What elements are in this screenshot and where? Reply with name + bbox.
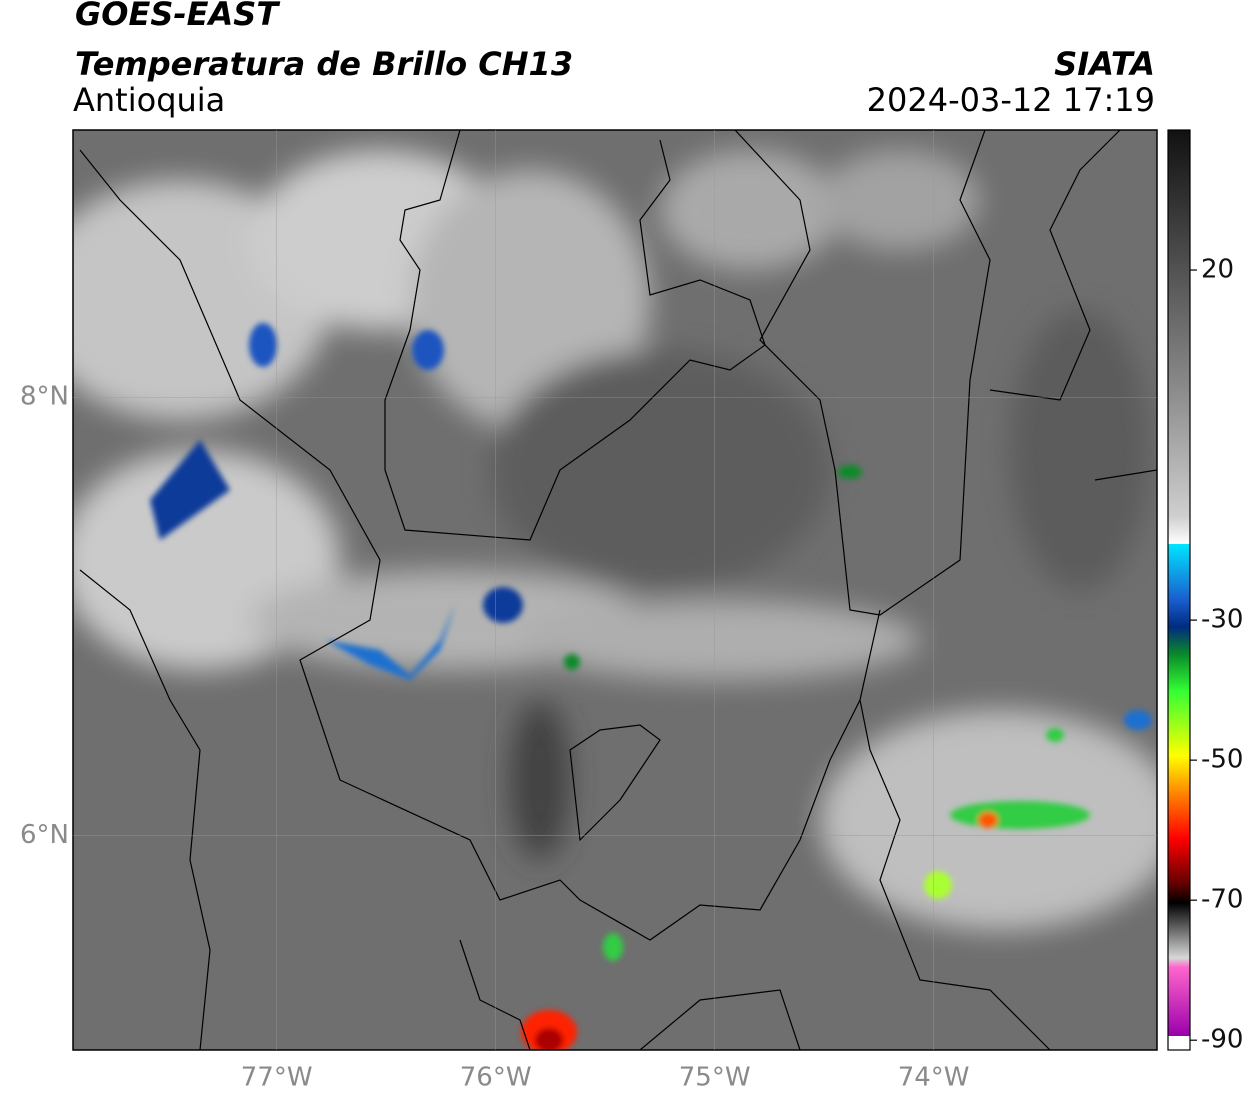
colorbar-tick-label: -30: [1201, 605, 1243, 635]
source: SIATA: [1054, 45, 1155, 83]
colorbar: [1167, 129, 1191, 1051]
datetime: 2024-03-12 17:19: [867, 81, 1155, 119]
subtitle: Temperatura de Brillo CH13: [75, 45, 573, 83]
title: GOES-EAST: [75, 0, 280, 33]
colorbar-tick-label: -90: [1201, 1025, 1243, 1055]
colorbar-tick-label: -50: [1201, 745, 1243, 775]
x-tick-label: 75°W: [679, 1063, 751, 1093]
x-tick-label: 74°W: [898, 1063, 970, 1093]
colorbar-tick-label: 20: [1201, 255, 1234, 285]
region: Antioquia: [73, 81, 225, 119]
y-tick-label: 6°N: [20, 820, 69, 850]
colorbar-tick-label: -70: [1201, 885, 1243, 915]
y-tick-label: 8°N: [20, 382, 69, 412]
map-frame: [72, 129, 1158, 1051]
imagery: [73, 130, 1157, 1050]
x-tick-label: 77°W: [241, 1063, 313, 1093]
x-tick-label: 76°W: [460, 1063, 532, 1093]
